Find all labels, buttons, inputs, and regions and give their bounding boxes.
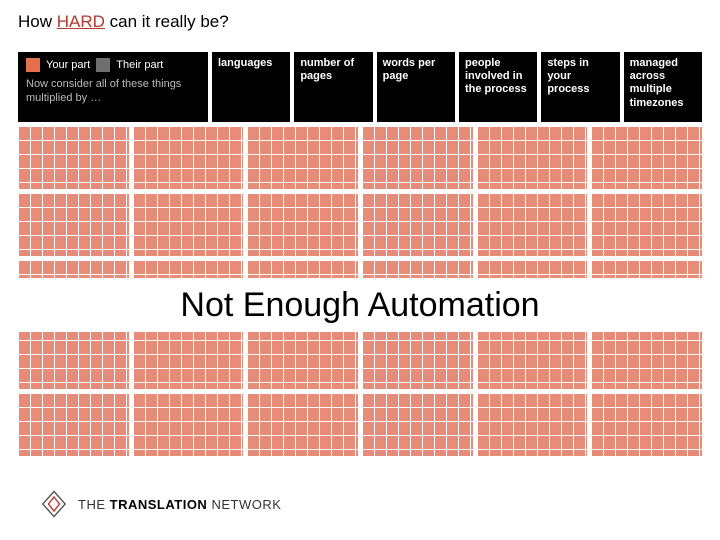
footer-post: NETWORK: [207, 497, 281, 512]
factor-pages: number of pages: [294, 52, 372, 122]
grid-cell: [591, 393, 702, 456]
grid-row: [18, 326, 702, 389]
grid-cell: [477, 126, 588, 189]
grid-cell: [477, 393, 588, 456]
legend-your-label: Your part: [46, 59, 90, 71]
swatch-your-part: [26, 58, 40, 72]
grid-cell: [247, 193, 358, 256]
legend-subtitle: Now consider all of these things multipl…: [26, 78, 200, 106]
grid-row: [18, 126, 702, 189]
grid-row: [18, 193, 702, 256]
grid-cell: [18, 326, 129, 389]
grid-cell: [477, 193, 588, 256]
page-title: How HARD can it really be?: [18, 12, 229, 32]
grid-cell: [18, 126, 129, 189]
grid-cell: [133, 393, 244, 456]
factor-people: people involved in the process: [459, 52, 537, 122]
header-row: Your part Their part Now consider all of…: [18, 52, 702, 122]
grid-cell: [477, 326, 588, 389]
footer-pre: THE: [78, 497, 110, 512]
footer-text: THE TRANSLATION NETWORK: [78, 497, 281, 512]
grid-cell: [247, 393, 358, 456]
grid-cell: [18, 193, 129, 256]
grid-cell: [133, 193, 244, 256]
title-hard: HARD: [57, 12, 105, 31]
grid-cell: [133, 326, 244, 389]
grid-cell: [591, 193, 702, 256]
footer: THE TRANSLATION NETWORK: [40, 490, 281, 518]
legend-their-label: Their part: [116, 59, 163, 71]
grid-cell: [362, 126, 473, 189]
grid-cell: [18, 393, 129, 456]
legend-top: Your part Their part: [26, 58, 200, 72]
factor-languages: languages: [212, 52, 290, 122]
grid-cell: [362, 326, 473, 389]
title-post: can it really be?: [105, 12, 229, 31]
factor-timezones: managed across multiple timezones: [624, 52, 702, 122]
grid-cell: [362, 193, 473, 256]
title-pre: How: [18, 12, 57, 31]
grid-row: [18, 393, 702, 456]
grid-cell: [591, 326, 702, 389]
overlay-text: Not Enough Automation: [180, 286, 539, 325]
grid-cell: [591, 126, 702, 189]
grid-cell: [133, 126, 244, 189]
footer-bold: TRANSLATION: [110, 497, 208, 512]
factor-words: words per page: [377, 52, 455, 122]
logo-icon: [40, 490, 68, 518]
grid-cell: [362, 393, 473, 456]
grid-cell: [247, 126, 358, 189]
overlay-banner: Not Enough Automation: [18, 278, 702, 332]
legend-box: Your part Their part Now consider all of…: [18, 52, 208, 122]
swatch-their-part: [96, 58, 110, 72]
grid-cell: [247, 326, 358, 389]
factor-steps: steps in your process: [541, 52, 619, 122]
